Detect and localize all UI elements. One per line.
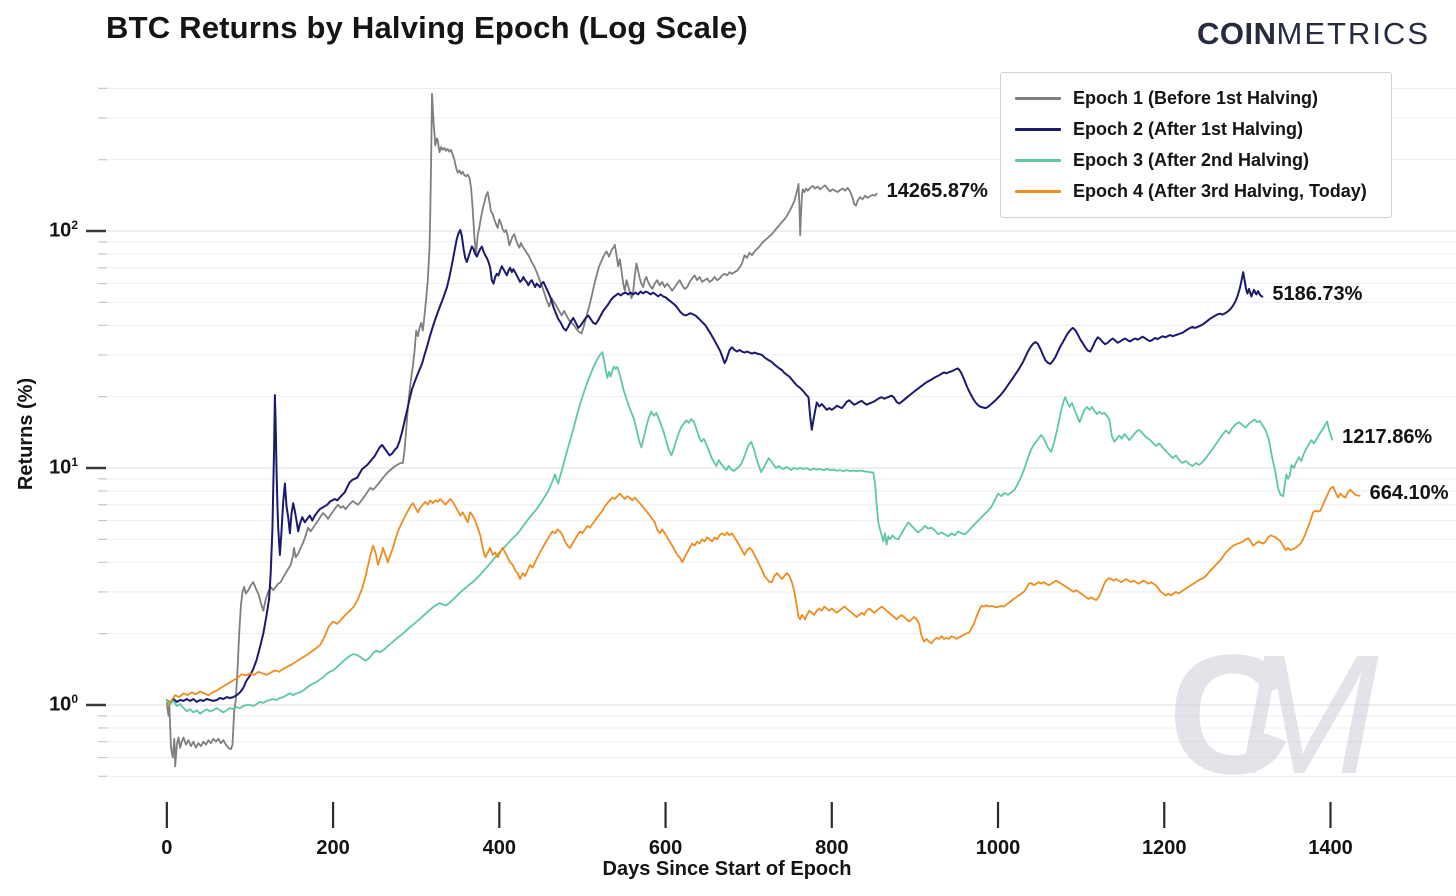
legend-item-epoch-3: Epoch 3 (After 2nd Halving): [1015, 145, 1377, 176]
series-line-epoch-1: [165, 92, 878, 768]
legend-item-epoch-1: Epoch 1 (Before 1st Halving): [1015, 83, 1377, 114]
legend-swatch-epoch-1: [1015, 97, 1061, 100]
series-line-epoch-3: [165, 351, 1334, 715]
legend-swatch-epoch-2: [1015, 128, 1061, 131]
cm-watermark-logo: CM: [1168, 630, 1378, 800]
legend-item-epoch-2: Epoch 2 (After 1st Halving): [1015, 114, 1377, 145]
y-tick-label: 100: [49, 691, 78, 716]
legend: Epoch 1 (Before 1st Halving) Epoch 2 (Af…: [1000, 72, 1392, 218]
legend-label-epoch-4: Epoch 4 (After 3rd Halving, Today): [1073, 181, 1367, 201]
legend-swatch-epoch-4: [1015, 190, 1061, 193]
legend-label-epoch-2: Epoch 2 (After 1st Halving): [1073, 119, 1304, 139]
chart-title: BTC Returns by Halving Epoch (Log Scale): [106, 10, 748, 45]
y-tick-label: 102: [49, 218, 78, 242]
x-tick-label: 400: [482, 837, 516, 859]
series-end-label-epoch-2: 5186.73%: [1272, 282, 1363, 305]
x-tick-label: 0: [161, 837, 173, 859]
watermark-m-glyph: M: [1236, 620, 1379, 810]
series-end-label-epoch-4: 664.10%: [1369, 481, 1449, 504]
x-tick-label: 1000: [975, 837, 1021, 859]
watermark-c-glyph: C: [1168, 620, 1291, 810]
series-line-epoch-4: [165, 485, 1361, 706]
series-line-epoch-2: [165, 229, 1264, 704]
legend-swatch-epoch-3: [1015, 159, 1061, 162]
logo-metrics-text: METRICS: [1276, 16, 1430, 51]
x-tick-label: 1200: [1142, 837, 1187, 859]
logo-coin-text: COIN: [1197, 16, 1277, 51]
x-tick-label: 600: [648, 837, 683, 859]
x-tick-label: 1400: [1308, 837, 1353, 859]
legend-label-epoch-3: Epoch 3 (After 2nd Halving): [1073, 150, 1310, 170]
series-end-label-epoch-3: 1217.86%: [1342, 425, 1433, 448]
y-axis-title: Returns (%): [15, 377, 37, 491]
x-tick-label: 800: [815, 837, 849, 859]
legend-item-epoch-4: Epoch 4 (After 3rd Halving, Today): [1015, 176, 1377, 207]
legend-label-epoch-1: Epoch 1 (Before 1st Halving): [1073, 88, 1319, 108]
y-tick-label: 101: [49, 455, 78, 479]
x-tick-label: 200: [316, 837, 350, 859]
coinmetrics-logo: COINMETRICS: [1197, 16, 1430, 52]
series-end-label-epoch-1: 14265.87%: [886, 179, 988, 202]
x-axis-title: Days Since Start of Epoch: [602, 858, 852, 880]
